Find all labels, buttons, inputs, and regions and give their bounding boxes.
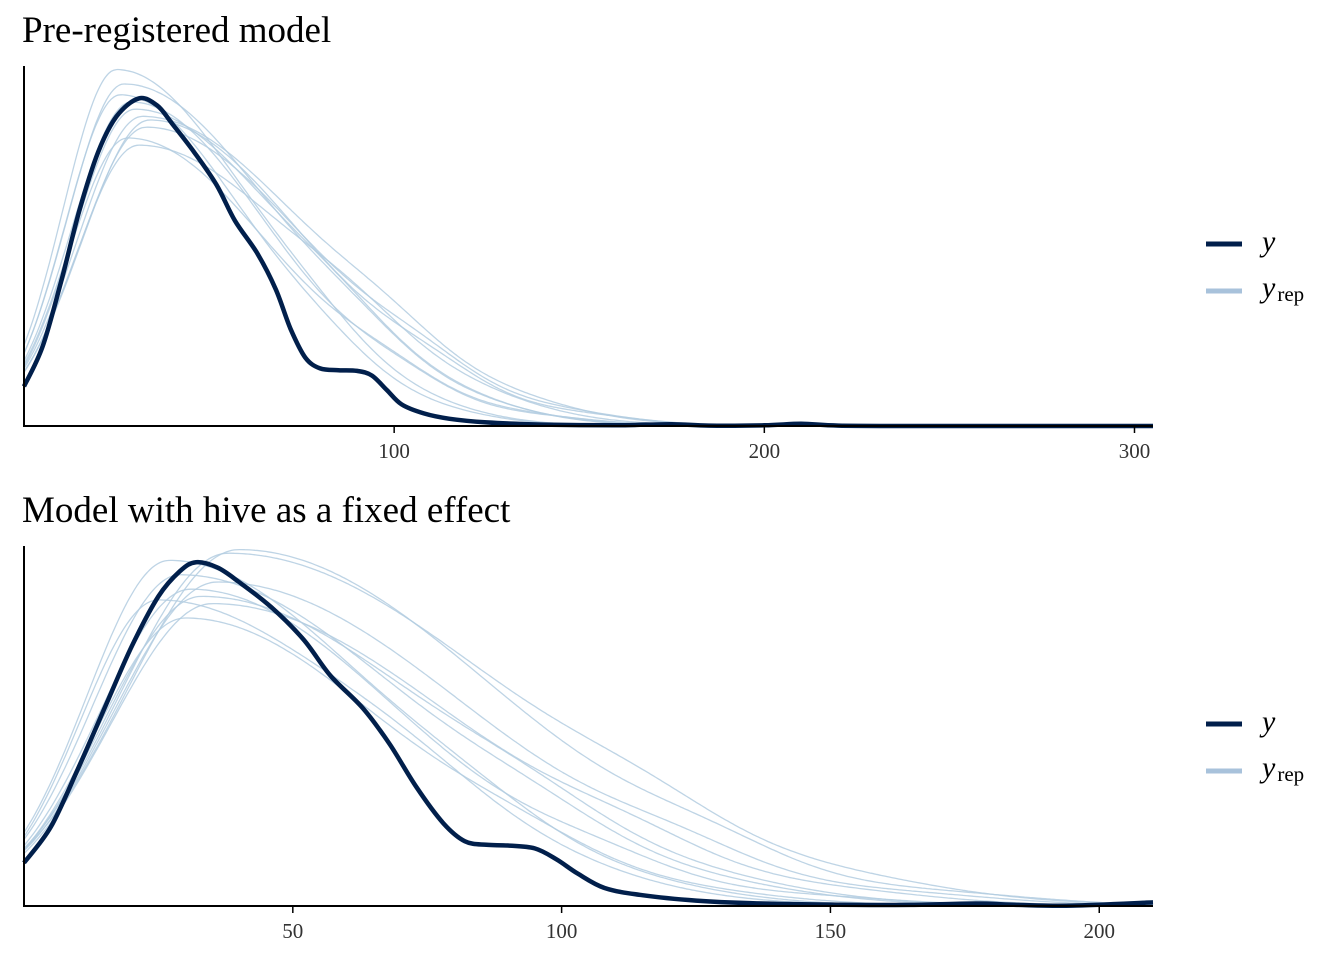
x-tick-label: 100	[546, 919, 578, 943]
density-line-yrep-7	[23, 581, 1154, 906]
y-series-group	[22, 559, 1154, 909]
density-line-yrep-10	[23, 602, 1153, 907]
density-line-y	[22, 559, 1154, 909]
density-line-y	[21, 95, 1153, 429]
density-line-yrep-3	[23, 588, 1153, 907]
x-tick-label: 300	[1119, 439, 1151, 463]
x-tick-label: 50	[282, 919, 303, 943]
legend-label-yrep-sub: rep	[1277, 762, 1304, 786]
legend-label-yrep-sub: rep	[1277, 282, 1304, 306]
density-line-yrep-2	[23, 83, 1153, 427]
legend-label-yrep-main: y	[1259, 751, 1276, 784]
legend-label-y: y	[1259, 705, 1276, 738]
density-line-yrep-1	[23, 559, 1153, 907]
legend-label-y: y	[1259, 225, 1276, 258]
x-tick-label: 200	[749, 439, 781, 463]
density-line-yrep-8	[23, 599, 1153, 907]
x-tick-label: 200	[1083, 919, 1115, 943]
density-line-yrep-5	[23, 115, 1153, 427]
yrep-series-group	[23, 68, 1153, 427]
density-line-yrep-6	[23, 548, 1154, 906]
panel-pre-registered: Pre-registered model 100 200 300 y yrep	[21, 10, 1304, 463]
x-ticks: 50 100 150 200	[282, 906, 1115, 943]
density-line-yrep-4	[23, 108, 1153, 427]
legend: y yrep	[1206, 705, 1304, 786]
legend-label-y-main: y	[1259, 705, 1276, 738]
panel-title-pre-registered: Pre-registered model	[22, 10, 331, 51]
density-line-yrep-7	[23, 137, 1153, 427]
legend: y yrep	[1206, 225, 1304, 306]
x-tick-label: 100	[378, 439, 410, 463]
density-line-yrep-9	[23, 617, 1153, 907]
legend-label-yrep: yrep	[1259, 271, 1304, 306]
y-series-group	[21, 95, 1153, 429]
x-tick-label: 150	[815, 919, 847, 943]
legend-label-y-main: y	[1259, 225, 1276, 258]
density-line-yrep-4	[23, 595, 1153, 907]
density-line-yrep-9	[23, 94, 1153, 427]
x-ticks: 100 200 300	[378, 426, 1150, 463]
density-line-yrep-8	[23, 144, 1153, 427]
legend-label-yrep-main: y	[1259, 271, 1276, 304]
density-line-yrep-10	[23, 126, 1153, 427]
yrep-series-group	[23, 548, 1154, 907]
panel-title-hive-fixed-effect: Model with hive as a fixed effect	[22, 490, 511, 531]
density-line-yrep-1	[23, 68, 1153, 427]
density-line-yrep-5	[23, 552, 1154, 906]
density-line-yrep-2	[23, 574, 1153, 907]
legend-label-yrep: yrep	[1259, 751, 1304, 786]
panel-hive-fixed-effect: Model with hive as a fixed effect 50 100 1…	[22, 490, 1304, 943]
